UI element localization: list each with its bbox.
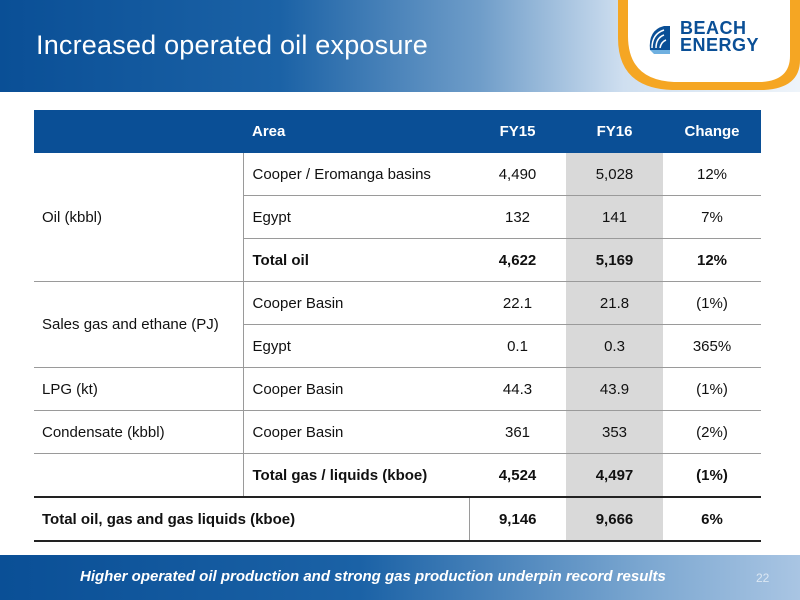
company-logo: BEACH ENERGY	[614, 0, 800, 92]
table-row: LPG (kt) Cooper Basin 44.3 43.9 (1%)	[34, 367, 761, 411]
header-area: Area	[243, 110, 469, 153]
fy15-cell: 22.1	[469, 281, 566, 325]
fy16-cell: 5,028	[566, 153, 663, 196]
change-cell: 12%	[663, 153, 761, 196]
group-label-lpg: LPG (kt)	[34, 367, 244, 411]
header-change: Change	[663, 110, 761, 153]
table-row: Oil (kbbl) Cooper / Eromanga basins 4,49…	[34, 153, 761, 282]
fy15-cell: 361	[469, 410, 566, 454]
header-empty	[34, 110, 243, 153]
area-cell: Egypt	[243, 324, 469, 368]
table-row: Egypt 0.1 0.3 365%	[34, 324, 761, 368]
table-row-total-oil: Total oil 4,622 5,169 12%	[34, 238, 761, 282]
fy16-cell: 4,497	[566, 453, 663, 498]
group-label-oil: Oil (kbbl)	[34, 153, 244, 282]
shell-icon	[649, 26, 670, 54]
table-row-grand-total: Total oil, gas and gas liquids (kboe) 9,…	[34, 497, 761, 542]
fy16-cell: 141	[566, 195, 663, 239]
fy15-cell: 9,146	[469, 497, 566, 542]
change-cell: 365%	[663, 324, 761, 368]
change-cell: 12%	[663, 238, 761, 282]
area-cell: Cooper Basin	[243, 410, 469, 454]
fy15-cell: 0.1	[469, 324, 566, 368]
area-cell: Egypt	[243, 195, 469, 239]
area-cell: Total gas / liquids (kboe)	[243, 453, 469, 498]
fy16-cell: 0.3	[566, 324, 663, 368]
grand-total-label: Total oil, gas and gas liquids (kboe)	[34, 497, 470, 542]
area-cell: Cooper Basin	[243, 281, 469, 325]
change-cell: 6%	[663, 497, 761, 542]
fy15-cell: 44.3	[469, 367, 566, 411]
fy16-cell: 21.8	[566, 281, 663, 325]
area-cell: Cooper Basin	[243, 367, 469, 411]
table-row-total-gas-liquids: Total gas / liquids (kboe) 4,524 4,497 (…	[34, 453, 761, 498]
change-cell: (1%)	[663, 453, 761, 498]
fy15-cell: 4,490	[469, 153, 566, 196]
fy16-cell: 9,666	[566, 497, 663, 542]
change-cell: 7%	[663, 195, 761, 239]
area-cell: Cooper / Eromanga basins	[243, 153, 469, 196]
header-fy15: FY15	[469, 110, 566, 153]
table-row: Sales gas and ethane (PJ) Cooper Basin 2…	[34, 281, 761, 368]
fy16-cell: 5,169	[566, 238, 663, 282]
fy16-cell: 353	[566, 410, 663, 454]
group-label-sales-gas: Sales gas and ethane (PJ)	[34, 281, 244, 368]
header-band: Increased operated oil exposure BEACH EN…	[0, 0, 800, 92]
change-cell: (2%)	[663, 410, 761, 454]
table-header-row: Area FY15 FY16 Change	[34, 110, 761, 153]
area-cell: Total oil	[243, 238, 469, 282]
group-label-empty	[34, 453, 244, 498]
header-fy16: FY16	[566, 110, 663, 153]
group-label-condensate: Condensate (kbbl)	[34, 410, 244, 454]
change-cell: (1%)	[663, 281, 761, 325]
change-cell: (1%)	[663, 367, 761, 411]
page-number: 22	[756, 571, 770, 585]
logo-backdrop	[618, 0, 800, 90]
logo-text-energy: ENERGY	[680, 35, 760, 55]
fy15-cell: 4,524	[469, 453, 566, 498]
footer-band: Higher operated oil production and stron…	[0, 555, 800, 600]
slide-title: Increased operated oil exposure	[36, 30, 428, 60]
footer-tagline: Higher operated oil production and stron…	[80, 568, 666, 585]
fy15-cell: 132	[469, 195, 566, 239]
table-row: Egypt 132 141 7%	[34, 195, 761, 239]
fy15-cell: 4,622	[469, 238, 566, 282]
logo-text-beach: BEACH	[680, 18, 747, 38]
production-table: Area FY15 FY16 Change Oil (kbbl) Cooper …	[34, 110, 761, 542]
table-row: Condensate (kbbl) Cooper Basin 361 353 (…	[34, 410, 761, 454]
fy16-cell: 43.9	[566, 367, 663, 411]
